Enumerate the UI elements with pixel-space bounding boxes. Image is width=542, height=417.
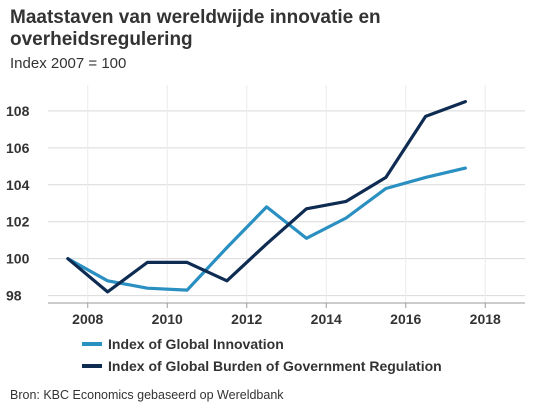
x-tick-label: 2012	[231, 311, 262, 327]
series-line-regulation	[66, 99, 467, 294]
y-tick-label: 98	[6, 288, 22, 304]
legend-swatch-regulation	[82, 364, 102, 368]
legend: Index of Global Innovation Index of Glob…	[82, 333, 442, 377]
legend-item-regulation: Index of Global Burden of Government Reg…	[82, 355, 442, 377]
x-tick-label: 2010	[152, 311, 183, 327]
legend-swatch-innovation	[82, 342, 102, 346]
series-line-innovation	[66, 166, 467, 292]
y-tick-label: 102	[6, 214, 30, 230]
x-tick-label: 2008	[72, 311, 103, 327]
chart-title: Maatstaven van wereldwijde innovatie en …	[10, 7, 381, 50]
legend-label-innovation: Index of Global Innovation	[108, 336, 284, 352]
source-note: Bron: KBC Economics gebaseerd op Wereldb…	[10, 388, 284, 402]
y-tick-label: 104	[6, 177, 30, 193]
chart-subtitle: Index 2007 = 100	[10, 55, 127, 72]
legend-label-regulation: Index of Global Burden of Government Reg…	[108, 358, 442, 374]
x-tick-label: 2014	[311, 311, 342, 327]
y-tick-label: 100	[6, 251, 30, 267]
y-tick-label: 108	[6, 103, 30, 119]
legend-item-innovation: Index of Global Innovation	[82, 333, 442, 355]
x-tick-label: 2018	[470, 311, 501, 327]
y-tick-label: 106	[6, 140, 30, 156]
line-chart: 98 100 102 104 106 108 2008 2010 2012 2014 2016 201…	[6, 85, 525, 327]
x-tick-label: 2016	[390, 311, 421, 327]
